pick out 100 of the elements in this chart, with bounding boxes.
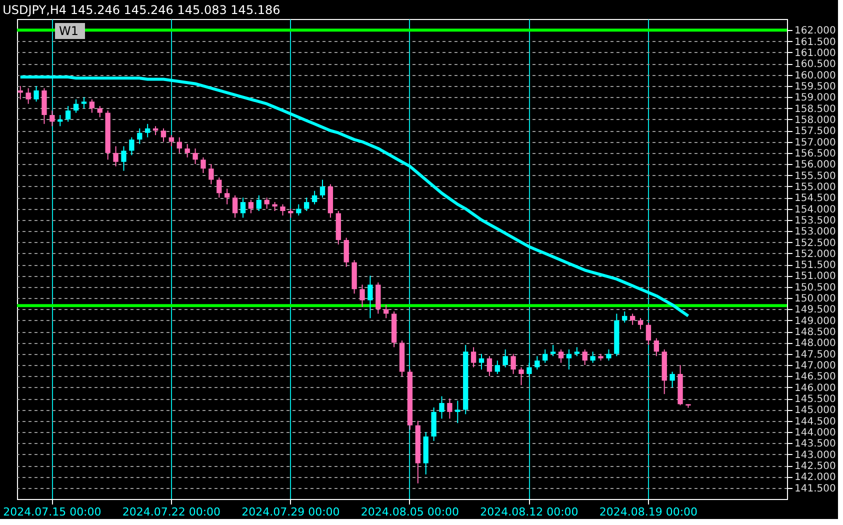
x-tick-label: 2024.08.12 00:00 [480, 506, 578, 518]
candlestick [478, 353, 484, 370]
y-tick-label: 143.500 [794, 438, 836, 450]
y-tick-label: 149.000 [794, 316, 836, 327]
candlestick [145, 123, 150, 138]
y-tick-label: 153.500 [794, 215, 836, 226]
y-tick-label: 156.500 [794, 148, 836, 160]
candlestick [566, 348, 572, 370]
y-tick-label: 148.000 [794, 338, 836, 350]
candlestick [447, 398, 452, 420]
y-tick-label: 150.000 [794, 294, 836, 305]
x-tick-label: 2024.08.19 00:00 [599, 506, 698, 518]
y-tick-label: 155.500 [794, 170, 836, 182]
candlestick [534, 356, 540, 370]
y-tick-label: 141.500 [794, 483, 836, 494]
candlestick [81, 96, 87, 109]
x-tick-label: 2024.08.05 00:00 [360, 506, 460, 518]
x-tick-label: 2024.07.15 00:00 [3, 506, 102, 518]
y-tick-label: 142.000 [794, 472, 836, 484]
candlestick [176, 136, 182, 154]
y-tick-label: 160.000 [794, 70, 836, 82]
candlestick [494, 360, 500, 374]
line-series [18, 76, 690, 318]
y-tick-label: 152.000 [794, 248, 836, 260]
y-tick-label: 158.000 [794, 114, 836, 126]
candlestick [526, 362, 532, 377]
y-tick-label: 154.000 [794, 204, 836, 216]
y-tick-label: 151.500 [794, 260, 836, 272]
y-tick-label: 145.000 [794, 405, 836, 416]
candlestick [97, 106, 102, 118]
y-tick-label: 157.500 [794, 126, 836, 138]
candlestick [264, 197, 270, 210]
candlestick [470, 346, 476, 368]
candlestick [360, 284, 365, 308]
candlestick [121, 146, 126, 172]
candlestick [582, 348, 588, 366]
candlestick [344, 237, 349, 268]
y-tick-label: 144.000 [794, 428, 836, 439]
annotation: W1 [59, 24, 78, 38]
y-tick-label: 142.500 [794, 461, 836, 472]
y-tick-label: 156.000 [794, 160, 836, 171]
candlestick [50, 110, 55, 127]
candlestick [590, 351, 596, 364]
candlestick [518, 366, 524, 386]
candlestick [216, 177, 222, 198]
candlestick [670, 371, 675, 388]
candlestick [168, 134, 174, 147]
y-tick-label: 157.000 [794, 137, 836, 148]
candlestick [34, 85, 39, 102]
candlestick [622, 310, 628, 324]
candlestick [304, 197, 310, 212]
candlestick [542, 348, 548, 364]
candlestick [240, 197, 246, 218]
candlestick [200, 156, 206, 174]
y-tick-label: 147.500 [794, 349, 836, 360]
y-tick-label: 154.500 [794, 193, 836, 204]
candlestick [502, 348, 508, 368]
y-tick-label: 159.000 [794, 92, 836, 104]
candlestick [256, 194, 262, 212]
y-tick-label: 151.000 [794, 271, 836, 282]
y-tick-label: 147.000 [794, 360, 836, 372]
y-tick-label: 150.500 [794, 282, 836, 294]
candlestick [192, 148, 198, 165]
chart-title: USDJPY,H4 145.246 145.246 145.083 145.186 [2, 3, 280, 17]
x-tick-label: 2024.07.29 00:00 [242, 506, 340, 518]
y-tick-label: 153.000 [794, 226, 836, 238]
candlestick [638, 318, 644, 330]
y-tick-label: 144.500 [794, 416, 836, 428]
y-tick-label: 155.000 [794, 182, 836, 193]
candlestick [129, 136, 134, 156]
y-tick-label: 146.500 [794, 372, 836, 383]
candlestick [320, 179, 326, 198]
candlestick [486, 356, 492, 377]
candlestick [630, 313, 636, 326]
y-tick-label: 162.000 [794, 26, 836, 37]
y-tick-label: 158.500 [794, 104, 836, 115]
y-tick-label: 161.500 [794, 36, 836, 48]
y-tick-label: 160.500 [794, 59, 836, 70]
candlestick [137, 128, 142, 145]
candlestick [26, 88, 31, 104]
candlestick [280, 204, 286, 216]
candlestick [248, 199, 254, 214]
candlestick [184, 144, 190, 158]
candlestick [160, 128, 166, 142]
candlestick [384, 304, 389, 319]
candlestick [646, 322, 652, 346]
y-tick-label: 146.000 [794, 382, 836, 394]
candlestick [89, 98, 95, 114]
y-tick-label: 149.500 [794, 304, 836, 316]
candlestick [66, 106, 71, 122]
candlestick [654, 338, 659, 357]
candlestick [550, 344, 556, 357]
x-tick-label: 2024.07.22 00:00 [122, 506, 221, 518]
candlestick [208, 164, 214, 185]
y-tick-label: 143.000 [794, 450, 836, 461]
candlestick [558, 348, 564, 364]
candlestick [73, 98, 79, 114]
y-tick-label: 159.500 [794, 81, 836, 92]
candlestick [510, 353, 516, 374]
candlestick [455, 400, 460, 424]
